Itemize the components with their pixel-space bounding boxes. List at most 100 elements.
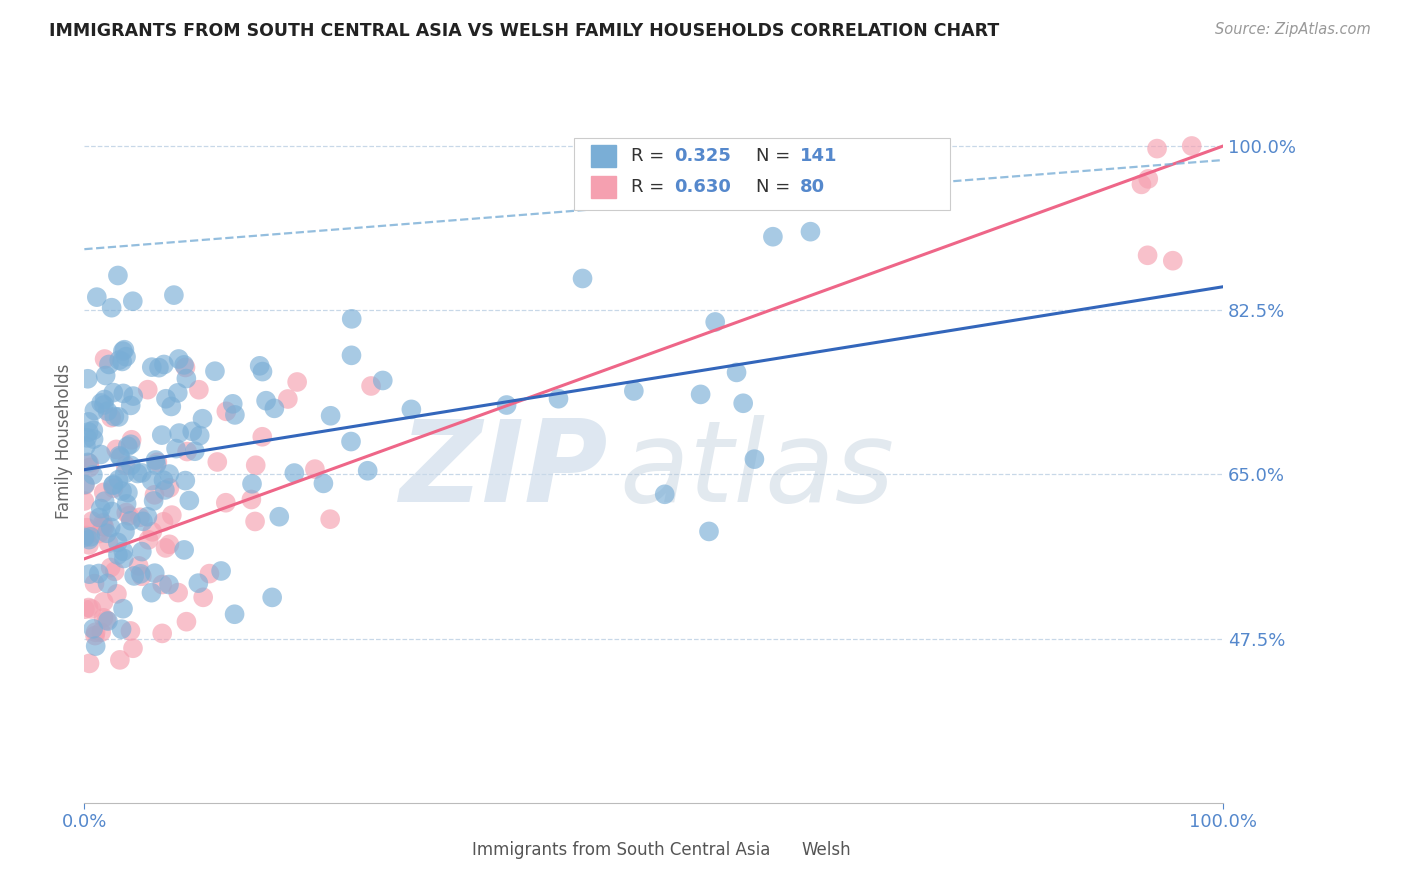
Point: [252, 365, 274, 379]
Point: [77, 600, 100, 615]
Point: [111, 344, 134, 359]
Point: [84, 629, 107, 643]
Point: [120, 624, 142, 638]
Point: [83, 403, 105, 417]
Point: [340, 434, 363, 449]
Point: [340, 311, 363, 326]
Point: [131, 569, 153, 583]
Point: [1136, 248, 1159, 262]
Point: [153, 358, 176, 372]
Point: [93, 595, 115, 609]
Point: [117, 485, 139, 500]
FancyBboxPatch shape: [591, 177, 616, 198]
Point: [285, 375, 308, 389]
Text: 80: 80: [800, 178, 825, 196]
Point: [73, 602, 96, 616]
Point: [240, 476, 263, 491]
Point: [188, 428, 211, 442]
Text: IMMIGRANTS FROM SOUTH CENTRAL ASIA VS WELSH FAMILY HOUSEHOLDS CORRELATION CHART: IMMIGRANTS FROM SOUTH CENTRAL ASIA VS WE…: [49, 22, 1000, 40]
Point: [111, 354, 134, 368]
Point: [143, 566, 166, 581]
Point: [173, 358, 195, 372]
Y-axis label: Family Households: Family Households: [55, 364, 73, 519]
Point: [204, 364, 226, 378]
Text: N =: N =: [756, 147, 796, 165]
Point: [129, 510, 152, 524]
Point: [90, 625, 112, 640]
Point: [319, 409, 342, 423]
FancyBboxPatch shape: [768, 840, 793, 861]
Point: [222, 397, 245, 411]
Point: [179, 493, 201, 508]
Point: [304, 462, 326, 476]
Point: [97, 536, 120, 550]
Point: [150, 626, 173, 640]
Point: [122, 389, 145, 403]
Text: atlas: atlas: [620, 415, 894, 526]
Point: [107, 473, 129, 487]
Point: [91, 519, 114, 533]
Point: [120, 398, 142, 412]
Point: [129, 566, 152, 581]
Point: [91, 516, 114, 530]
Point: [697, 524, 720, 539]
Point: [173, 543, 195, 558]
Point: [215, 404, 238, 418]
Point: [401, 402, 423, 417]
Point: [93, 485, 115, 500]
Point: [312, 476, 335, 491]
Point: [112, 343, 135, 357]
Point: [167, 585, 190, 599]
Point: [104, 565, 127, 579]
Point: [86, 290, 108, 304]
Point: [93, 494, 115, 508]
Point: [547, 392, 569, 406]
Point: [93, 351, 115, 366]
Point: [120, 514, 142, 528]
Point: [174, 360, 197, 375]
Point: [243, 515, 266, 529]
Point: [263, 401, 285, 416]
Text: 0.325: 0.325: [675, 147, 731, 165]
Point: [1161, 253, 1184, 268]
Point: [83, 576, 105, 591]
Point: [371, 374, 394, 388]
Point: [131, 466, 153, 480]
Point: [1181, 139, 1204, 153]
Point: [93, 398, 115, 412]
Point: [87, 526, 110, 541]
Point: [153, 483, 176, 497]
Text: ZIP: ZIP: [399, 415, 609, 526]
Point: [75, 439, 97, 453]
FancyBboxPatch shape: [574, 138, 950, 211]
Point: [167, 426, 190, 441]
Point: [82, 423, 104, 437]
Point: [97, 358, 120, 372]
Text: R =: R =: [631, 147, 671, 165]
Point: [93, 611, 115, 625]
Point: [143, 488, 166, 502]
Point: [174, 474, 197, 488]
Point: [198, 566, 221, 581]
Point: [107, 548, 129, 562]
Point: [108, 353, 131, 368]
Point: [160, 400, 183, 414]
Point: [145, 453, 167, 467]
Text: Welsh: Welsh: [801, 841, 852, 860]
Point: [100, 301, 122, 315]
Text: Immigrants from South Central Asia: Immigrants from South Central Asia: [471, 841, 770, 860]
Point: [160, 508, 183, 523]
Point: [128, 558, 150, 573]
Point: [138, 533, 160, 547]
Point: [762, 229, 785, 244]
Point: [114, 467, 136, 481]
Point: [495, 398, 517, 412]
Point: [87, 566, 110, 581]
Point: [100, 410, 122, 425]
Point: [1146, 142, 1168, 156]
Point: [80, 514, 103, 528]
Point: [744, 452, 766, 467]
Text: 141: 141: [800, 147, 837, 165]
Point: [571, 271, 593, 285]
Point: [90, 501, 112, 516]
